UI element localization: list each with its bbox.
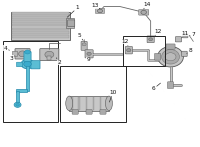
Bar	[71, 97, 73, 110]
Text: 6: 6	[152, 83, 160, 91]
FancyBboxPatch shape	[12, 51, 18, 56]
Bar	[12, 28, 69, 30]
Bar	[26, 64, 29, 91]
Text: 13: 13	[91, 3, 100, 9]
FancyBboxPatch shape	[100, 110, 106, 114]
Ellipse shape	[141, 10, 146, 14]
Ellipse shape	[127, 49, 131, 52]
FancyBboxPatch shape	[139, 10, 149, 15]
Text: 10: 10	[109, 90, 117, 102]
FancyBboxPatch shape	[31, 61, 40, 69]
Ellipse shape	[19, 51, 27, 57]
Bar	[66, 18, 74, 28]
FancyBboxPatch shape	[16, 62, 23, 67]
FancyBboxPatch shape	[147, 36, 154, 43]
Text: 7: 7	[190, 32, 195, 37]
FancyBboxPatch shape	[166, 44, 175, 49]
Text: 11: 11	[182, 31, 189, 38]
FancyBboxPatch shape	[68, 20, 75, 27]
Ellipse shape	[14, 102, 21, 107]
Text: 1: 1	[67, 5, 79, 17]
Ellipse shape	[24, 61, 31, 67]
FancyBboxPatch shape	[40, 49, 59, 60]
Bar	[60, 66, 126, 122]
Text: 8: 8	[187, 48, 192, 53]
Ellipse shape	[165, 53, 176, 61]
Ellipse shape	[16, 103, 19, 106]
Ellipse shape	[98, 9, 102, 13]
Bar	[69, 96, 109, 111]
Ellipse shape	[66, 96, 73, 111]
FancyBboxPatch shape	[15, 49, 30, 59]
Ellipse shape	[149, 38, 153, 41]
Ellipse shape	[105, 96, 112, 111]
Bar	[12, 16, 69, 19]
Bar	[123, 36, 165, 66]
FancyBboxPatch shape	[183, 33, 188, 38]
Bar	[16, 89, 27, 92]
FancyBboxPatch shape	[85, 50, 93, 58]
Bar	[3, 41, 58, 122]
Ellipse shape	[87, 52, 91, 55]
Ellipse shape	[158, 47, 183, 67]
Bar	[11, 12, 70, 40]
Bar	[100, 97, 101, 110]
Text: 4: 4	[3, 46, 9, 51]
Text: 12: 12	[121, 39, 129, 45]
Text: 9: 9	[86, 57, 90, 62]
FancyBboxPatch shape	[175, 37, 182, 42]
Ellipse shape	[25, 50, 30, 54]
FancyBboxPatch shape	[167, 82, 174, 88]
Bar	[12, 24, 69, 26]
Ellipse shape	[162, 50, 179, 64]
Ellipse shape	[21, 59, 34, 69]
Ellipse shape	[82, 43, 86, 46]
FancyBboxPatch shape	[86, 110, 92, 114]
Ellipse shape	[45, 51, 54, 58]
FancyBboxPatch shape	[81, 41, 87, 50]
FancyBboxPatch shape	[24, 52, 31, 62]
Bar	[12, 20, 69, 23]
Text: 2: 2	[56, 58, 61, 65]
FancyBboxPatch shape	[95, 8, 105, 14]
FancyBboxPatch shape	[155, 53, 161, 60]
Bar	[93, 97, 94, 110]
Text: 5: 5	[77, 33, 83, 40]
FancyBboxPatch shape	[125, 46, 132, 54]
Bar	[78, 97, 80, 110]
Bar	[12, 12, 69, 15]
Text: 12: 12	[154, 29, 161, 36]
Text: 3: 3	[10, 56, 15, 61]
Bar	[12, 35, 69, 38]
Bar	[47, 56, 51, 60]
FancyBboxPatch shape	[182, 51, 187, 56]
Bar	[12, 31, 69, 34]
FancyBboxPatch shape	[72, 110, 78, 114]
Bar	[16, 91, 19, 103]
Bar	[86, 97, 87, 110]
Text: 14: 14	[143, 2, 150, 9]
